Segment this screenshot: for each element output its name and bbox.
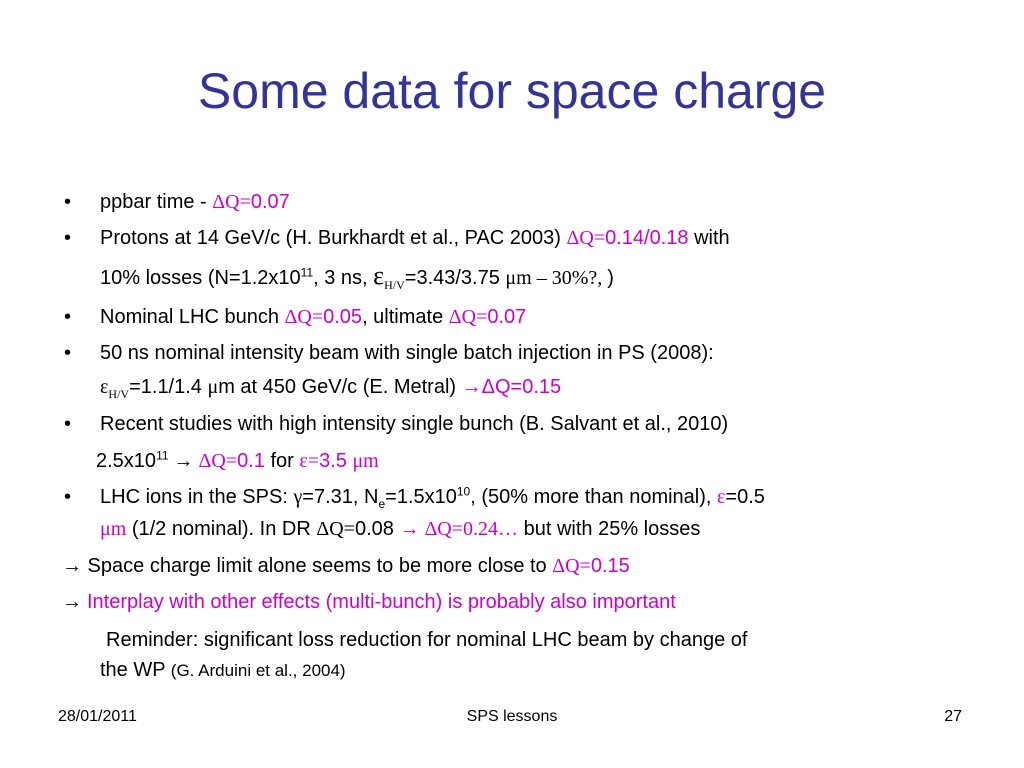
bullet-ppbar: ppbar time - ΔQ=0.07 bbox=[100, 190, 290, 214]
unit: μm bbox=[352, 450, 379, 472]
text: Space charge limit alone seems to be mor… bbox=[82, 555, 553, 577]
bullet-marker: • bbox=[64, 191, 72, 213]
bullet-marker: • bbox=[64, 227, 72, 249]
bullet-recent-studies: Recent studies with high intensity singl… bbox=[100, 413, 729, 435]
bullet-50ns: 50 ns nominal intensity beam with single… bbox=[100, 342, 714, 364]
delta-q-label: ΔQ= bbox=[316, 518, 355, 540]
text: ppbar time - bbox=[100, 191, 213, 213]
text: =7.31, N bbox=[302, 486, 379, 508]
epsilon-symbol: ε bbox=[373, 261, 385, 290]
text: 10% losses (N=1.2x10 bbox=[100, 267, 301, 289]
delta-q-label: ΔQ= bbox=[198, 450, 238, 472]
text: Interplay with other effects (multi-bunc… bbox=[87, 591, 676, 613]
arrow: → bbox=[399, 518, 425, 540]
text: LHC ions in the SPS: bbox=[100, 486, 294, 508]
text: =1.1/1.4 bbox=[129, 376, 208, 398]
text: (1/2 nominal). In DR bbox=[126, 518, 317, 540]
citation: (G. Arduini et al., 2004) bbox=[170, 661, 346, 680]
bullet-50ns-cont: εH/V=1.1/1.4 μm at 450 GeV/c (E. Metral)… bbox=[100, 375, 562, 401]
delta-q-value: ΔQ=0.24… bbox=[424, 518, 519, 540]
text: Protons at 14 GeV/c (H. Burkhardt et al.… bbox=[100, 227, 567, 249]
epsilon-symbol: ε bbox=[717, 486, 726, 508]
bullet-marker: • bbox=[64, 486, 72, 508]
bullet-marker: • bbox=[64, 306, 72, 328]
arrow: → bbox=[461, 376, 482, 398]
page-number: 27 bbox=[944, 708, 962, 725]
text: m at 450 GeV/c (E. Metral) bbox=[218, 376, 462, 398]
unit: μm bbox=[100, 518, 127, 540]
text: , ultimate bbox=[362, 306, 449, 328]
bullet-marker: • bbox=[64, 413, 72, 435]
bullet-marker: • bbox=[64, 342, 72, 364]
delta-q-label: ΔQ= bbox=[212, 191, 251, 213]
bullet-lhc-ions-cont: μm (1/2 nominal). In DR ΔQ=0.08 → ΔQ=0.2… bbox=[100, 517, 700, 541]
epsilon-symbol: ε bbox=[100, 376, 109, 398]
subscript: H/V bbox=[384, 278, 405, 292]
superscript: 10 bbox=[456, 484, 471, 499]
text: with bbox=[688, 227, 730, 249]
delta-q-value: 0.07 bbox=[250, 191, 290, 213]
text: the WP bbox=[100, 659, 171, 681]
reminder-line-cont: the WP (G. Arduini et al., 2004) bbox=[100, 658, 346, 683]
gamma-symbol: γ bbox=[293, 486, 303, 508]
text: Nominal LHC bunch bbox=[100, 306, 285, 328]
delta-q-value: ΔQ=0.15 bbox=[481, 376, 562, 398]
arrow: → bbox=[62, 555, 82, 577]
bullet-protons-cont: 10% losses (N=1.2x1011, 3 ns, εH/V=3.43/… bbox=[100, 261, 614, 292]
conclusion-interplay: → Interplay with other effects (multi-bu… bbox=[62, 590, 676, 614]
text: , 3 ns, bbox=[313, 267, 374, 289]
subscript: e bbox=[378, 497, 386, 511]
text: , (50% more than nominal), bbox=[470, 486, 718, 508]
text: but with 25% losses bbox=[518, 518, 701, 540]
delta-q-label: ΔQ= bbox=[552, 555, 591, 577]
mu-symbol: μ bbox=[207, 376, 219, 398]
footer-date: 28/01/2011 bbox=[58, 708, 137, 725]
text: for bbox=[264, 450, 300, 472]
subscript: H/V bbox=[108, 387, 130, 401]
text: 3.5 bbox=[319, 450, 353, 472]
text: =0.5 bbox=[725, 486, 765, 508]
delta-q-value: 0.05 bbox=[323, 306, 363, 328]
reminder-line: Reminder: significant loss reduction for… bbox=[106, 629, 748, 651]
arrow: → bbox=[168, 450, 199, 472]
slide-title: Some data for space charge bbox=[197, 63, 827, 119]
bullet-nominal-lhc: Nominal LHC bunch ΔQ=0.05, ultimate ΔQ=0… bbox=[100, 305, 526, 329]
text: 0.08 bbox=[354, 518, 400, 540]
text: μm – 30%?, bbox=[505, 267, 608, 289]
delta-q-value: 0.15 bbox=[590, 555, 630, 577]
epsilon-symbol: ε= bbox=[299, 450, 320, 472]
delta-q-value: 0.14/0.18 bbox=[605, 227, 689, 249]
delta-q-label: ΔQ= bbox=[566, 227, 606, 249]
delta-q-value: 0.07 bbox=[487, 306, 527, 328]
text: ) bbox=[607, 267, 614, 289]
bullet-lhc-ions: LHC ions in the SPS: γ=7.31, Ne=1.5x1010… bbox=[100, 484, 765, 511]
conclusion-space-charge: → Space charge limit alone seems to be m… bbox=[62, 554, 630, 578]
superscript: 11 bbox=[300, 265, 314, 280]
delta-q-value: 0.1 bbox=[237, 450, 265, 472]
superscript: 11 bbox=[156, 448, 169, 463]
text: =1.5x10 bbox=[385, 486, 457, 508]
text: =3.43/3.75 bbox=[404, 267, 506, 289]
delta-q-label: ΔQ= bbox=[284, 306, 324, 328]
bullet-protons: Protons at 14 GeV/c (H. Burkhardt et al.… bbox=[100, 226, 730, 250]
bullet-recent-cont: 2.5x1011 → ΔQ=0.1 for ε=3.5 μm bbox=[96, 449, 379, 473]
footer-title: SPS lessons bbox=[466, 708, 558, 725]
arrow: → bbox=[62, 591, 87, 613]
delta-q-label: ΔQ= bbox=[448, 306, 488, 328]
text: 2.5x10 bbox=[96, 450, 157, 472]
